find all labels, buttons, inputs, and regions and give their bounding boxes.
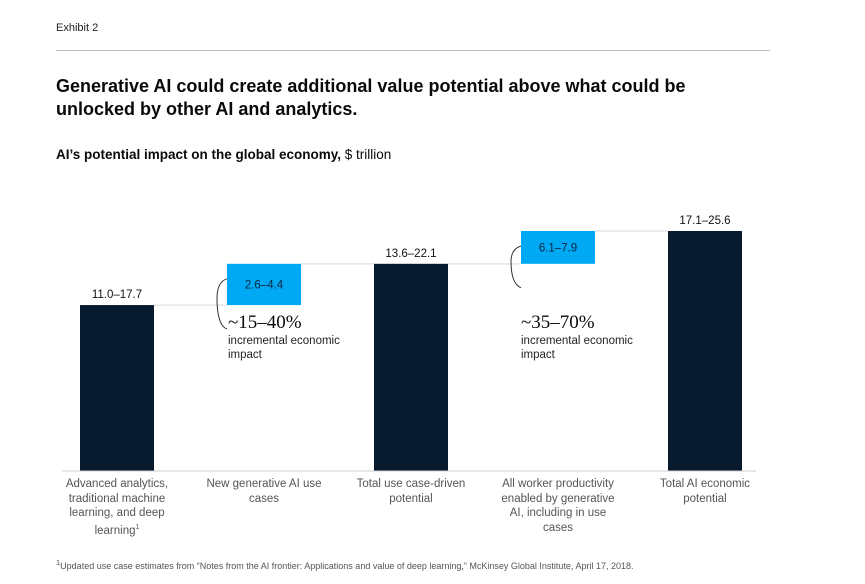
category-label-total-ai-potential: Total AI economic potential <box>659 478 751 505</box>
bar-value-label-3: 6.1–7.9 <box>539 242 577 254</box>
annotation-value: ~35–70% <box>521 312 595 333</box>
annotation-genai-increment: ~15–40% incremental economic impact <box>228 312 368 362</box>
exhibit-label: Exhibit 2 <box>56 22 99 34</box>
bar-1 <box>227 263 301 306</box>
bracket-1 <box>216 278 228 330</box>
bar-value-label-0: 11.0–17.7 <box>92 289 142 301</box>
chart-title: Generative AI could create additional va… <box>56 76 686 119</box>
annotation-value: ~15–40% <box>228 312 302 333</box>
category-label-total-use-case-potential: Total use case-driven potential <box>356 478 466 505</box>
annotation-productivity-increment: ~35–70% incremental economic impact <box>521 312 661 362</box>
annotation-text: incremental economic impact <box>521 335 633 361</box>
category-label-worker-productivity: All worker productivity enabled by gener… <box>501 478 615 534</box>
bar-4 <box>668 231 742 471</box>
category-label-new-genai-use-cases: New generative AI use cases <box>206 478 322 505</box>
bar-value-label-2: 13.6–22.1 <box>385 248 436 260</box>
subtitle-unit: $ trillion <box>341 147 392 162</box>
bracket-3 <box>510 245 522 289</box>
subtitle-bold: AI’s potential impact on the global econ… <box>56 147 342 162</box>
footnote: 1Updated use case estimates from “Notes … <box>56 558 634 571</box>
annotation-text: incremental economic impact <box>228 335 340 361</box>
bar-2 <box>374 263 448 471</box>
bar-value-label-4: 17.1–25.6 <box>679 215 730 227</box>
bar-value-label-1: 2.6–4.4 <box>245 279 284 291</box>
bar-3 <box>521 231 595 264</box>
bar-0 <box>80 305 154 471</box>
chart-subtitle: AI’s potential impact on the global econ… <box>56 147 391 162</box>
top-divider <box>56 50 770 51</box>
category-label-advanced-analytics: Advanced analytics, traditional machine … <box>65 478 169 537</box>
